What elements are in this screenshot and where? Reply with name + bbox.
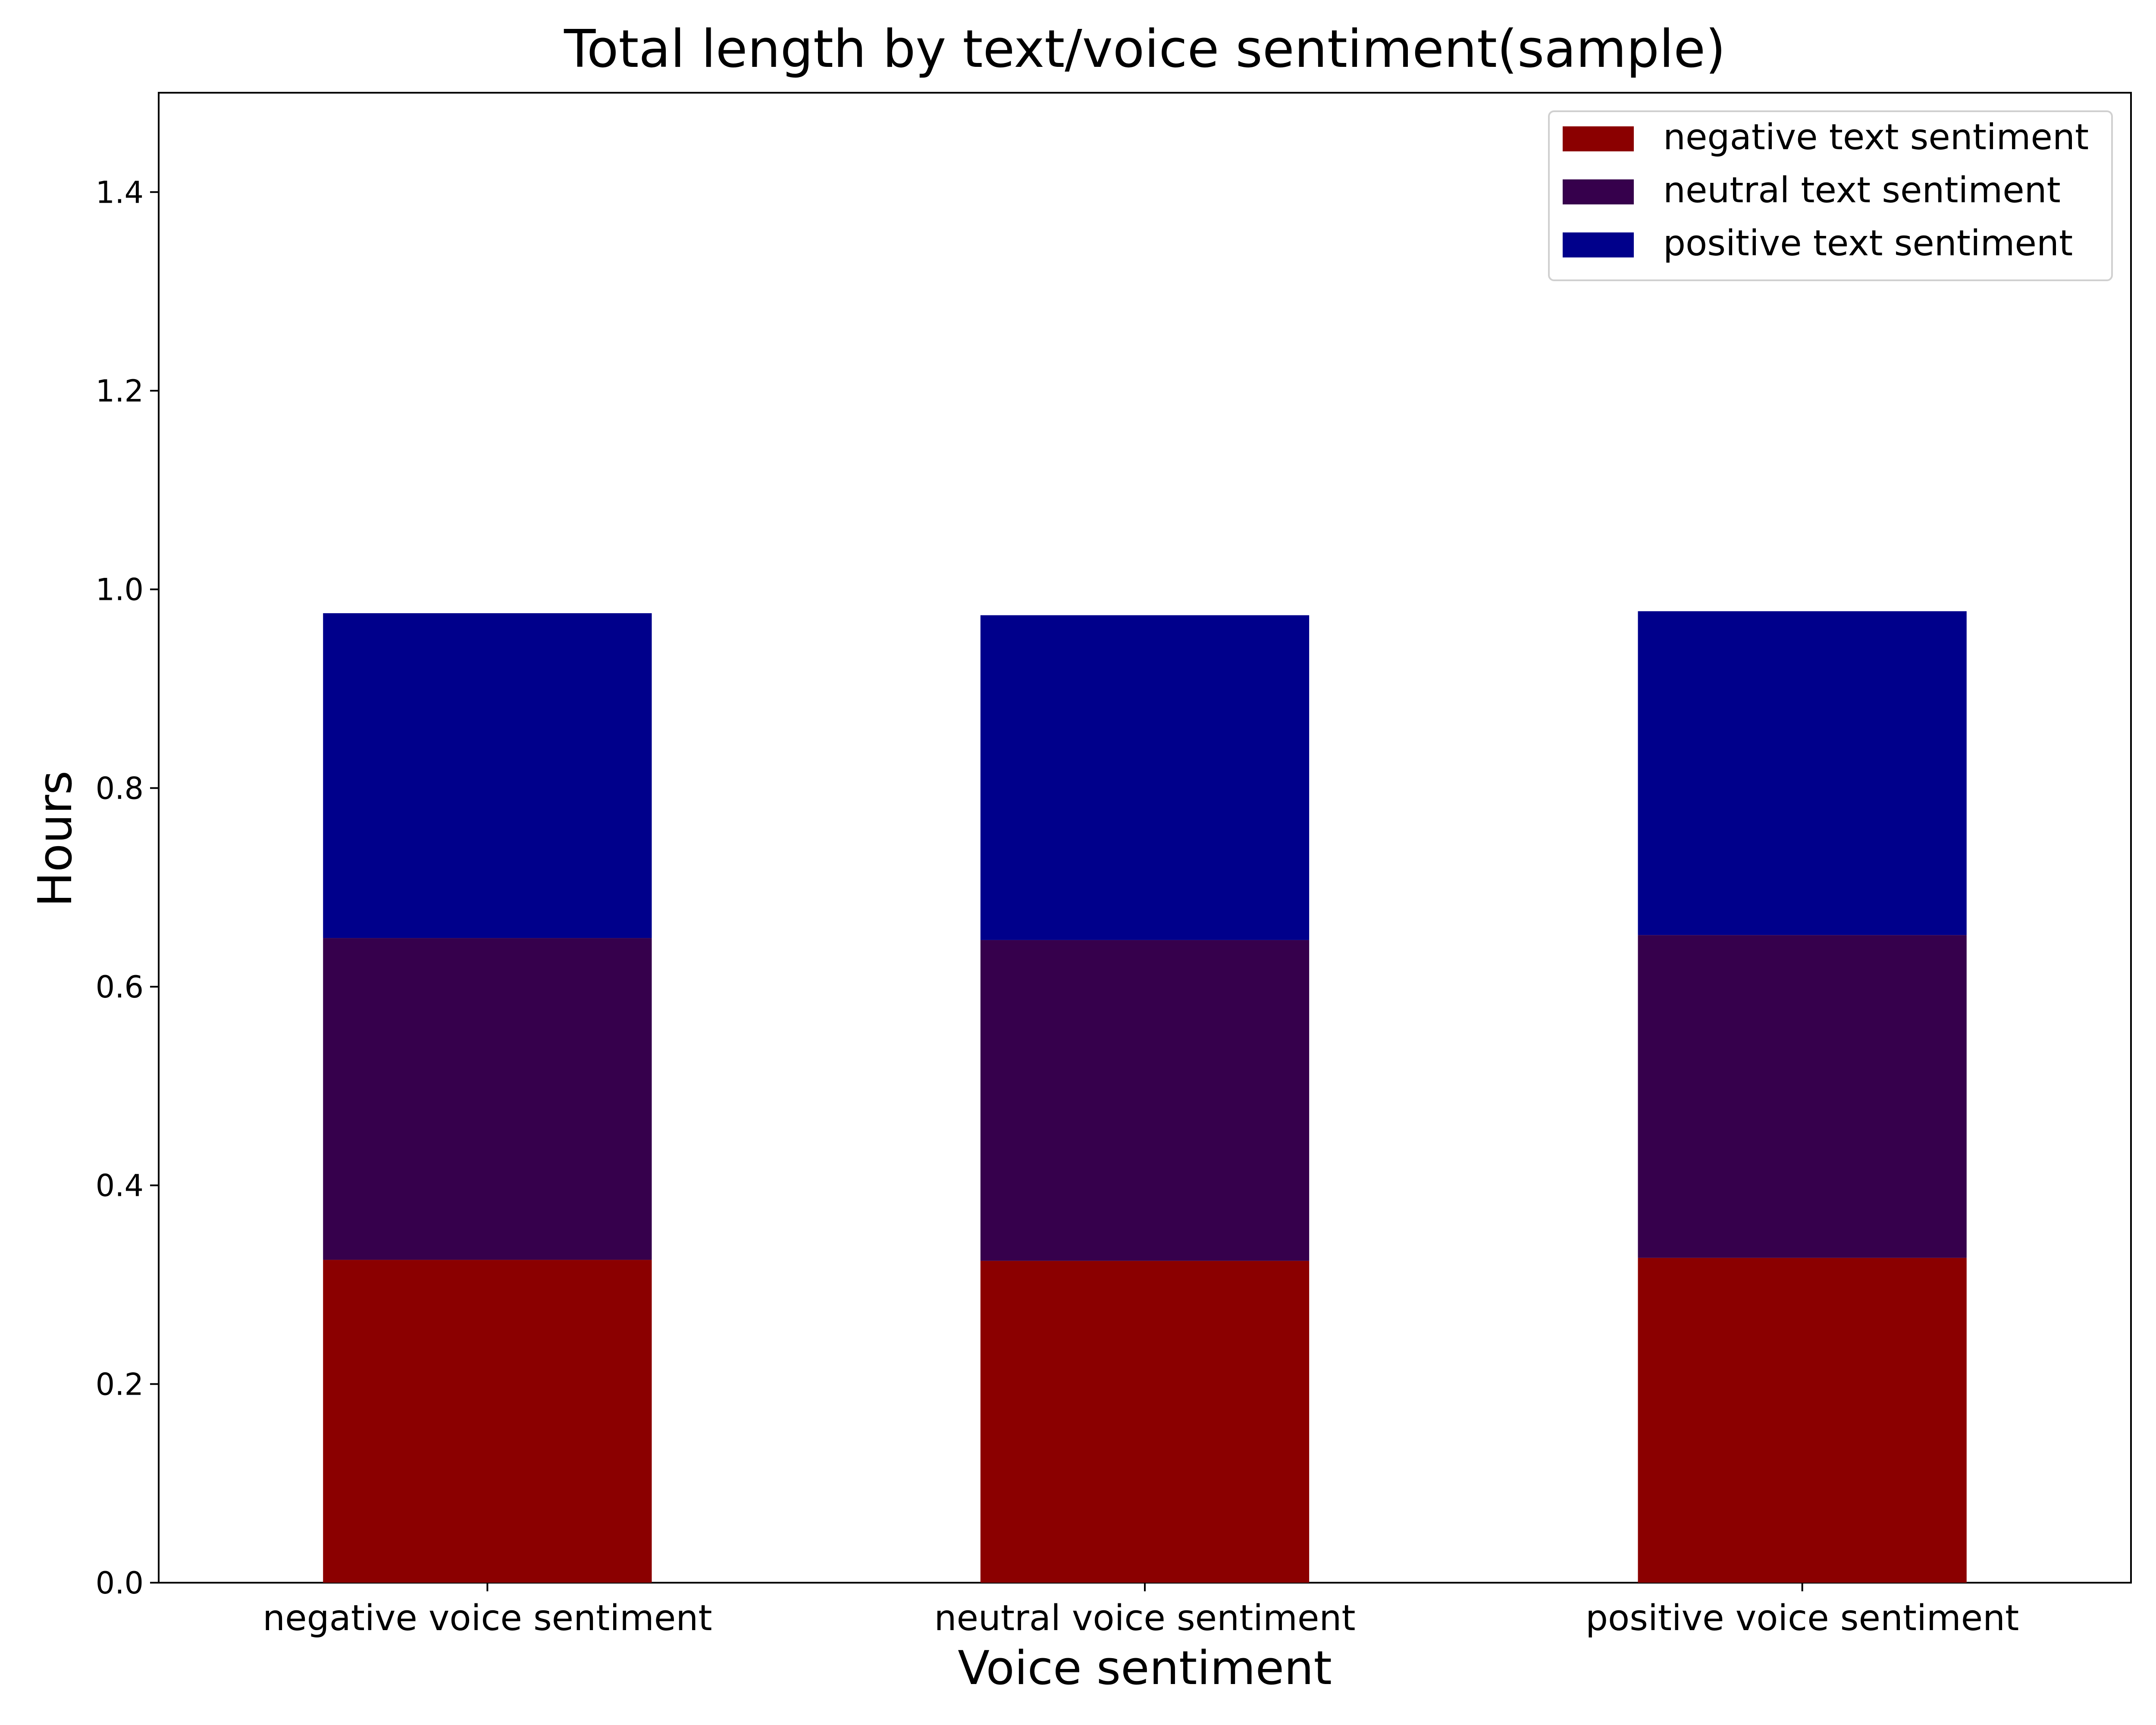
legend-label: negative text sentiment	[1663, 117, 2089, 158]
y-tick-label: 1.4	[96, 175, 144, 210]
bar-segment	[1638, 611, 1967, 935]
y-tick-label: 0.4	[96, 1168, 144, 1204]
legend-label: positive text sentiment	[1663, 223, 2073, 264]
y-axis-label: Hours	[28, 771, 82, 907]
y-tick-label: 1.2	[96, 373, 144, 409]
y-tick-label: 1.0	[96, 572, 144, 608]
y-axis: 0.0 0.2 0.4 0.6 0.8 1.0 1.2 1.4	[96, 175, 159, 1601]
bar-segment	[980, 1261, 1310, 1583]
bar-segment	[980, 615, 1310, 940]
bar-segment	[323, 613, 652, 938]
x-axis: negative voice sentiment neutral voice se…	[263, 1583, 2019, 1639]
x-tick-label: positive voice sentiment	[1586, 1598, 2019, 1639]
bar-segment	[323, 1260, 652, 1583]
x-axis-label: Voice sentiment	[958, 1641, 1332, 1695]
legend-swatch	[1563, 232, 1634, 257]
bar-segment	[1638, 1258, 1967, 1583]
bar-segment	[1638, 935, 1967, 1258]
y-tick-label: 0.6	[96, 969, 144, 1005]
y-tick-label: 0.8	[96, 771, 144, 806]
legend-box	[1548, 110, 2113, 281]
bar-segment	[323, 938, 652, 1260]
bar-segment	[980, 940, 1310, 1261]
chart-title: Total length by text/voice sentiment(sam…	[564, 19, 1726, 79]
y-tick-label: 0.2	[96, 1367, 144, 1402]
x-tick-label: negative voice sentiment	[263, 1598, 712, 1639]
bars	[323, 611, 1967, 1583]
legend: negative text sentiment neutral text sent…	[1548, 110, 2113, 281]
legend-swatch	[1563, 126, 1634, 151]
legend-label: neutral text sentiment	[1663, 170, 2061, 211]
legend-swatch	[1563, 179, 1634, 204]
y-tick-label: 0.0	[96, 1565, 144, 1601]
x-tick-label: neutral voice sentiment	[934, 1598, 1356, 1639]
